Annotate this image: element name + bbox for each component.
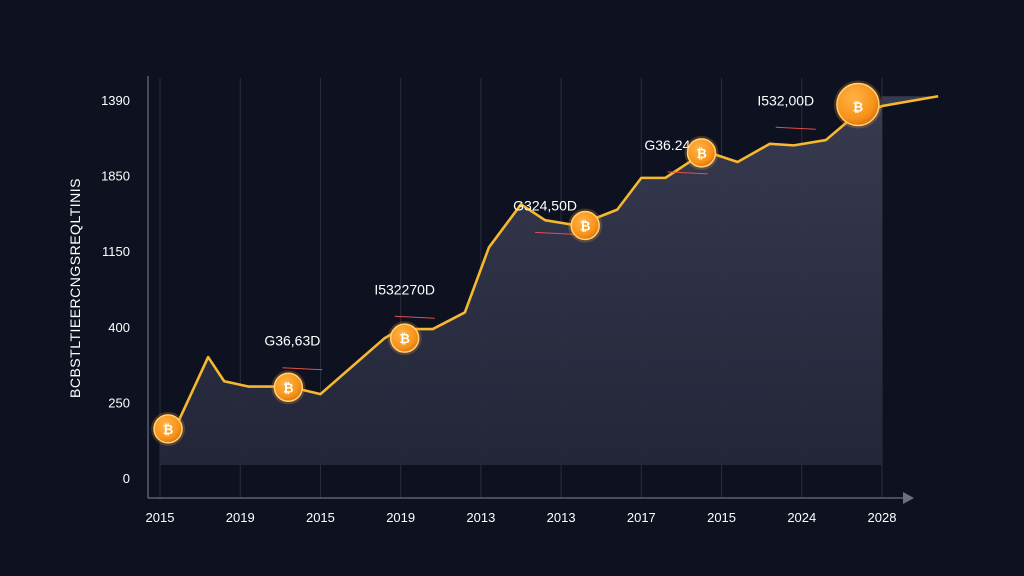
bitcoin-symbol-icon: ₿ [283,381,294,396]
x-tick-label: 2019 [226,510,255,525]
annotation-label: G36,63D [264,333,320,349]
x-axis-arrow [903,492,914,504]
coin-body [389,323,420,353]
coin-body [836,82,880,127]
coin-body [153,414,183,444]
x-tick-label: 2013 [466,510,495,525]
series-line [159,94,939,436]
annotation-pointer [775,126,816,130]
y-tick-label: 250 [108,395,130,410]
y-tick-label: 0 [123,471,130,486]
x-tick-label: 2015 [306,510,335,525]
coin-body [273,372,304,403]
y-tick-label: 1150 [102,244,130,259]
bitcoin-coin-icon: ₿ [387,321,422,356]
x-tick-label: 2028 [868,510,897,525]
y-tick-label: 1390 [101,93,130,108]
x-tick-label: 2019 [386,510,415,525]
annotation-label: G324,50D [513,197,577,213]
coin-body [570,210,600,241]
y-tick-label: 400 [108,320,130,335]
y-tick-label: 1850 [101,169,130,184]
bitcoin-coin-icon: ₿ [833,80,882,129]
bitcoin-symbol-icon: ₿ [696,147,707,162]
bitcoin-symbol-icon: ₿ [399,332,410,347]
series-line-path [159,94,939,436]
annotation-pointer [282,367,323,371]
coin-body [686,138,717,168]
area-path [160,96,939,465]
annotation-pointer [394,315,435,319]
coin-markers: ₿ ₿ ₿ ₿ ₿ ₿ [151,80,882,446]
annotation-label: I532,00D [757,92,814,108]
bitcoin-coin-icon: ₿ [271,370,306,405]
y-axis-label: BCBSTLTIEERCNGSREQLTINIS [67,178,83,398]
x-tick-label: 2015 [146,510,175,525]
annotation-label: I532270D [374,281,435,297]
bitcoin-symbol-icon: ₿ [853,101,864,116]
tick-labels: 2015 2019 2015 2019 2013 2013 2017 2015 2024 2028… [101,93,896,525]
bitcoin-coin-icon: ₿ [151,411,186,446]
x-tick-label: 2015 [707,510,736,525]
bitcoin-symbol-icon: ₿ [580,219,591,234]
x-tick-label: 2017 [627,510,656,525]
annotation-pointer [667,171,708,175]
x-tick-label: 2013 [547,510,576,525]
bitcoin-coin-icon: ₿ [568,208,603,243]
annotation-pointer [535,231,576,235]
bitcoin-symbol-icon: ₿ [163,423,174,438]
area-fill [160,96,939,465]
x-tick-label: 2024 [787,510,816,525]
bitcoin-coin-icon: ₿ [684,135,719,170]
axes [147,76,914,504]
